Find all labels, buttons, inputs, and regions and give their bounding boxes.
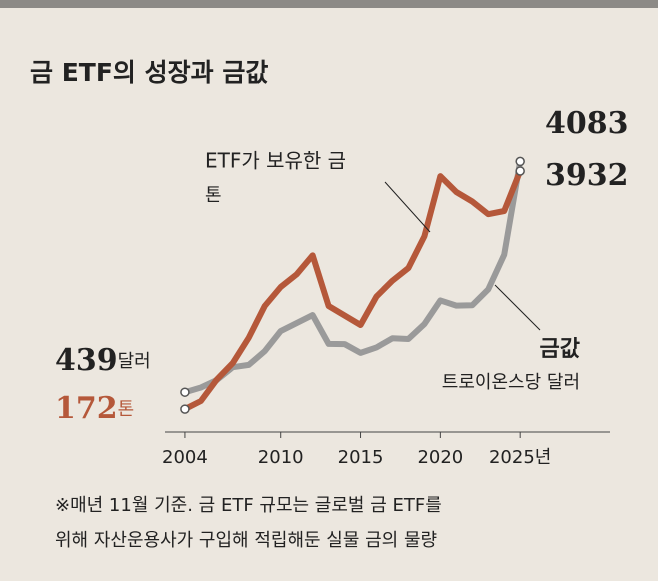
value: 172 [55,391,118,426]
x-tick-label: 2025년 [489,447,551,468]
x-tick-label: 2010 [258,447,304,468]
unit: 톤 [118,399,135,420]
data-label: 3932 [545,158,629,193]
unit: 달러 [118,351,151,372]
note: 위해 자산운용사가 구입해 적립해둔 실물 금의 물량 [55,530,437,551]
pointer [384,181,431,233]
data-label: 4083 [545,106,629,141]
top-strip [0,0,658,8]
data-label: 439달러 [55,343,151,378]
chart-title: 금 ETF의 성장과 금값 [30,58,268,87]
end-point [180,404,190,414]
pointer [494,284,541,331]
series-name: ETF가 보유한 금 [205,149,346,173]
end-point [180,387,190,397]
x-tick-label: 2020 [417,447,463,468]
end-point [515,156,525,167]
series-unit: 톤 [205,185,222,206]
x-tick-label: 2004 [162,447,208,468]
value: 439 [55,343,118,378]
series-line [184,160,524,396]
x-tick-label: 2015 [338,447,384,468]
series-line [183,169,523,412]
end-point [515,166,525,176]
data-label: 172톤 [55,391,134,426]
series-unit: 트로이온스당 달러 [442,372,580,393]
note: ※매년 11월 기준. 금 ETF 규모는 글로벌 금 ETF를 [55,495,442,516]
series-name: 금값 [540,337,580,362]
